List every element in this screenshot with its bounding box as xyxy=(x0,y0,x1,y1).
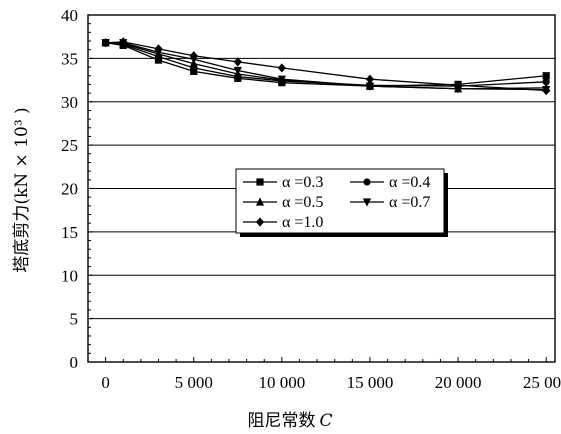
legend-marker xyxy=(363,178,371,186)
legend-marker xyxy=(256,178,264,186)
data-point xyxy=(542,85,551,96)
y-tick-label: 0 xyxy=(70,353,79,372)
legend-item-5: α =1.0 xyxy=(243,214,323,231)
legend-item-3: α =0.5 xyxy=(243,194,323,211)
data-point xyxy=(542,78,550,86)
x-tick-label: 5 000 xyxy=(175,373,213,392)
data-point xyxy=(233,66,242,76)
data-point xyxy=(277,75,286,84)
y-tick-label: 30 xyxy=(61,93,78,112)
x-axis-title: 阻尼常数 C xyxy=(247,411,332,431)
data-point xyxy=(542,72,550,80)
legend-label: α =0.3 xyxy=(282,174,323,191)
data-point xyxy=(365,82,375,91)
data-point xyxy=(119,37,128,47)
legend-marker xyxy=(255,197,265,206)
data-point xyxy=(453,80,463,90)
legend-label: α =1.0 xyxy=(282,214,323,231)
y-axis-title: 塔底剪力(kN × 10³ ) xyxy=(12,107,32,272)
legend-item-4: α =0.7 xyxy=(350,194,430,211)
data-series xyxy=(101,37,551,96)
legend-marker xyxy=(362,198,372,207)
x-tick-label: 10 000 xyxy=(258,373,305,392)
x-tick-label: 15 000 xyxy=(347,373,394,392)
y-tick-labels: 0 5 10 15 20 25 30 35 40 xyxy=(61,6,78,372)
data-point xyxy=(233,57,242,67)
data-point xyxy=(154,44,163,54)
legend-marker xyxy=(255,217,265,227)
series-line xyxy=(105,42,547,87)
x-tick-label: 20 000 xyxy=(435,373,482,392)
data-point xyxy=(189,51,198,61)
y-tick-label: 5 xyxy=(70,310,79,329)
x-tick-label: 25 000 xyxy=(523,373,561,392)
legend-label: α =0.5 xyxy=(282,194,323,211)
data-point xyxy=(101,38,110,48)
y-tick-label: 35 xyxy=(61,49,78,68)
legend: α =0.3 α =0.4 α =0.5 α =0.7 α =1.0 xyxy=(235,168,448,237)
y-tick-label: 15 xyxy=(61,223,78,242)
x-tick-label: 0 xyxy=(101,373,110,392)
y-tick-label: 25 xyxy=(61,136,78,155)
series-5 xyxy=(101,37,551,96)
data-point xyxy=(365,74,375,84)
legend-label: α =0.7 xyxy=(389,194,430,211)
x-tick-labels: 0 5 000 10 000 15 000 20 000 25 000 xyxy=(101,373,561,392)
legend-item-1: α =0.3 xyxy=(243,174,323,191)
plot-area-frame xyxy=(87,14,556,363)
y-tick-label: 20 xyxy=(61,180,78,199)
y-tick-label: 10 xyxy=(61,266,78,285)
data-point xyxy=(277,63,286,73)
legend-label: α =0.4 xyxy=(389,174,430,191)
y-tick-label: 40 xyxy=(61,6,78,25)
legend-item-2: α =0.4 xyxy=(350,174,430,191)
series-4 xyxy=(101,39,551,95)
